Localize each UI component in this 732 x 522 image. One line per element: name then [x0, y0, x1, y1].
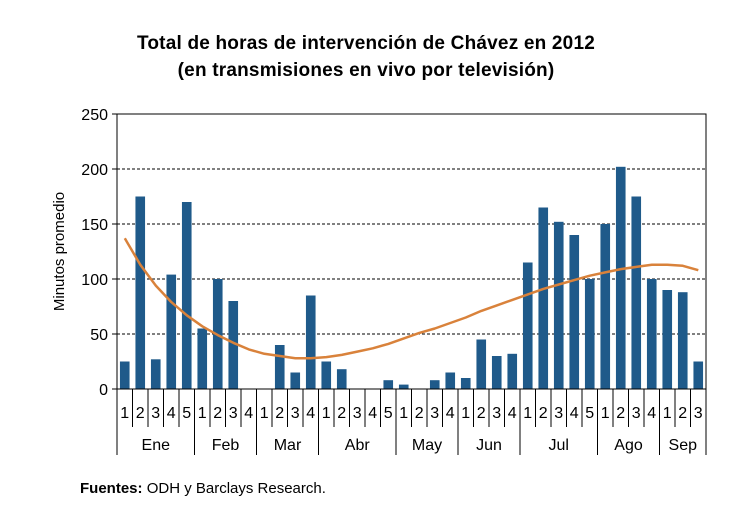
week-label: 1 [322, 405, 331, 422]
week-label: 1 [601, 405, 610, 422]
week-label: 1 [461, 405, 470, 422]
week-label: 3 [694, 405, 703, 422]
y-tick-label: 0 [99, 382, 108, 399]
week-label: 5 [384, 405, 393, 422]
bar [507, 353, 518, 389]
bar [135, 196, 146, 389]
week-label: 1 [523, 405, 532, 422]
trend-line [123, 237, 699, 360]
source-text: ODH y Barclays Research. [146, 480, 326, 497]
week-label: 3 [291, 405, 300, 422]
week-label: 2 [337, 405, 346, 422]
month-label: Ago [614, 437, 643, 454]
week-label: 3 [554, 405, 563, 422]
week-label: 4 [244, 405, 253, 422]
source-note: Fuentes: ODH y Barclays Research. [80, 480, 326, 497]
week-label: 3 [492, 405, 501, 422]
week-label: 4 [570, 405, 579, 422]
week-label: 5 [182, 405, 191, 422]
bar [445, 372, 456, 389]
bar [290, 372, 301, 389]
bar [181, 202, 192, 389]
bar [150, 359, 161, 389]
bar [274, 345, 285, 389]
bar [166, 274, 177, 389]
month-label: Feb [212, 437, 240, 454]
y-tick-label: 50 [90, 327, 108, 344]
week-label: 4 [368, 405, 377, 422]
week-label: 2 [275, 405, 284, 422]
bar [460, 378, 471, 389]
week-label: 3 [632, 405, 641, 422]
bar [553, 221, 564, 389]
month-label: May [412, 437, 442, 454]
week-label: 4 [306, 405, 315, 422]
bar [569, 235, 580, 389]
bar [584, 279, 595, 389]
chart-subtitle: (en transmisiones en vivo por televisión… [177, 60, 555, 81]
month-label: Abr [345, 437, 371, 454]
week-label: 1 [198, 405, 207, 422]
bar [693, 361, 704, 389]
week-label: 1 [399, 405, 408, 422]
y-tick-label: 200 [81, 162, 108, 179]
bar [615, 166, 626, 389]
bar [522, 262, 533, 389]
bar [491, 356, 502, 389]
bar [476, 339, 487, 389]
week-label: 4 [167, 405, 176, 422]
week-label: 2 [415, 405, 424, 422]
bar [383, 380, 394, 389]
bar [646, 279, 657, 389]
week-label: 3 [151, 405, 160, 422]
bar [677, 292, 688, 389]
bar [631, 196, 642, 389]
week-label: 4 [446, 405, 455, 422]
week-label: 5 [585, 405, 594, 422]
week-label: 2 [136, 405, 145, 422]
month-label: Ene [142, 437, 171, 454]
week-label: 2 [616, 405, 625, 422]
source-label: Fuentes: [80, 480, 143, 497]
bar [197, 328, 208, 389]
week-label: 3 [353, 405, 362, 422]
month-label: Jul [549, 437, 569, 454]
bar [305, 295, 316, 389]
month-label: Jun [476, 437, 502, 454]
week-label: 1 [663, 405, 672, 422]
month-label: Mar [274, 437, 302, 454]
bar [429, 380, 440, 389]
bar [538, 207, 549, 389]
bar [228, 301, 239, 389]
week-label: 3 [229, 405, 238, 422]
bar [119, 361, 130, 389]
bar [600, 224, 611, 389]
week-label: 2 [678, 405, 687, 422]
week-label: 2 [539, 405, 548, 422]
bar [321, 361, 332, 389]
chart-title: Total de horas de intervención de Chávez… [136, 33, 595, 54]
week-label: 1 [260, 405, 269, 422]
bar [398, 384, 409, 389]
y-tick-label: 250 [81, 107, 108, 124]
bar [662, 290, 673, 389]
y-tick-label: 100 [81, 272, 108, 289]
week-label: 1 [120, 405, 129, 422]
week-label: 3 [430, 405, 439, 422]
month-label: Sep [669, 437, 698, 454]
week-label: 2 [477, 405, 486, 422]
y-tick-label: 150 [81, 217, 108, 234]
week-label: 4 [647, 405, 656, 422]
y-axis-label: Minutos promedio [51, 192, 68, 311]
bar [336, 369, 347, 389]
week-label: 4 [508, 405, 517, 422]
week-label: 2 [213, 405, 222, 422]
